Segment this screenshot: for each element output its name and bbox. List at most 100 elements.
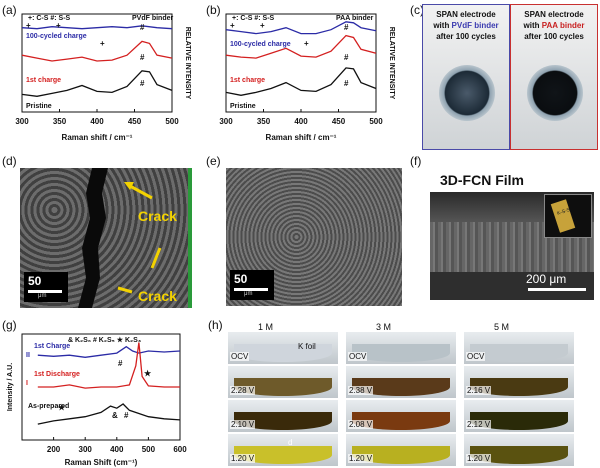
x-tick-label: 200 (47, 445, 61, 454)
peak-annotation: # (140, 79, 145, 88)
vial-photo: 1.20 V d (228, 434, 338, 466)
x-tick-label: 450 (128, 117, 142, 126)
scale-unit-e: μm (244, 291, 253, 297)
pvdf-electrode-frame: SPAN electrode with PVdF binder after 10… (422, 4, 510, 150)
c-left-line1: SPAN electrode (436, 10, 496, 19)
peak-annotation: ★ (58, 403, 66, 412)
panel-label-c: (c) (410, 3, 424, 17)
x-axis-label: Raman shift / cm⁻¹ (266, 133, 337, 142)
sem-image-cracked: Crack Crack 50 μm (20, 168, 192, 308)
series-label: 1st charge (230, 77, 265, 84)
electrolyte-liquid (352, 412, 450, 430)
x-axis-label: Raman Shift (cm⁻¹) (65, 458, 138, 467)
scale-box-d: 50 μm (24, 272, 68, 302)
voltage-label: OCV (230, 352, 250, 361)
electrolyte-liquid (470, 344, 568, 362)
film-title: 3D-FCN Film (440, 172, 524, 188)
film-base (430, 272, 594, 300)
scale-bar-d (28, 290, 62, 293)
y-axis-label: RELATIVE INTENSITY (388, 27, 395, 100)
series-label: As-prepared (28, 403, 69, 410)
vial-photo: OCV (464, 332, 574, 364)
paa-electrode-disc (527, 65, 583, 121)
film-sem-image: K-S-S 200 μm (430, 192, 594, 300)
electrolyte-liquid (234, 378, 332, 396)
c-right-line2: with PAA binder (523, 21, 585, 30)
concentration-header: 1 M (258, 322, 274, 332)
vial-photo: OCV K foil (228, 332, 338, 364)
voltage-label: 2.08 V (348, 420, 374, 429)
electrolyte-liquid (352, 344, 450, 362)
x-tick-label: 400 (110, 445, 124, 454)
crack-arrow-3 (117, 286, 133, 294)
legend-text: +: C-S #: S-S (28, 15, 71, 22)
sem-image-smooth: 50 μm (226, 168, 402, 306)
x-tick-label: 400 (294, 117, 308, 126)
peak-annotation: + (230, 21, 235, 30)
x-tick-label: 500 (369, 117, 383, 126)
c-left-line2: with PVdF binder (433, 21, 499, 30)
k-foil-label: K foil (298, 342, 316, 351)
scale-value-e: 50 (234, 272, 248, 286)
peak-annotation: # (140, 23, 145, 32)
crack-label-2: Crack (138, 288, 177, 304)
panel-label-g: (g) (2, 318, 17, 332)
inset-gold-film (550, 199, 576, 233)
edge-strip (188, 168, 192, 308)
crack-arrow-2 (150, 247, 162, 269)
concentration-header: 5 M (494, 322, 510, 332)
x-tick-label: 350 (53, 117, 67, 126)
legend-text: +: C-S #: S-S (232, 15, 275, 22)
peak-annotation: # (124, 411, 129, 420)
series-label: 100-cycled charge (26, 33, 87, 40)
film-scale-bar (528, 288, 586, 291)
scale-value-d: 50 (28, 274, 42, 288)
scale-bar-e (234, 288, 268, 291)
vial-photo: OCV (346, 332, 456, 364)
series-line (21, 70, 173, 97)
concentration-header: 3 M (376, 322, 392, 332)
voltage-label: 2.38 V (348, 386, 374, 395)
electrolyte-liquid (352, 378, 450, 396)
scale-box-e: 50 μm (230, 270, 274, 300)
binder-label: PAA binder (336, 15, 374, 22)
electrolyte-liquid (470, 378, 568, 396)
vial-photo: 2.16 V (464, 366, 574, 398)
voltage-label: 2.16 V (466, 386, 492, 395)
electrolyte-liquid (234, 412, 332, 430)
c-right-highlight: PAA binder (541, 21, 585, 30)
raman-chart-a: +: C-S #: S-S PVdF binder 300 350 400 450 500 R… (15, 13, 191, 142)
voltage-label: 1.20 V (230, 454, 256, 463)
x-tick-label: 300 (79, 445, 93, 454)
plot-frame (225, 13, 377, 113)
series-line (37, 342, 180, 389)
panel-label-b: (b) (206, 3, 221, 17)
peak-annotation: # (344, 79, 349, 88)
panel-label-a: (a) (2, 3, 17, 17)
series-label: Pristine (230, 103, 256, 110)
series-label: 1st Discharge (34, 371, 80, 378)
x-tick-label: 300 (15, 117, 29, 126)
peak-annotation: + (260, 21, 265, 30)
peak-annotation: ★ (144, 369, 152, 378)
x-axis-label: Raman shift / cm⁻¹ (62, 133, 133, 142)
voltage-label: 2.12 V (466, 420, 492, 429)
voltage-label: OCV (348, 352, 368, 361)
crack-label-1: Crack (138, 208, 177, 224)
voltage-label: OCV (466, 352, 486, 361)
electrolyte-liquid (234, 344, 332, 362)
vial-photo: 2.12 V (464, 400, 574, 432)
plot-frame (21, 13, 173, 113)
y-axis-label: RELATIVE INTENSITY (184, 27, 191, 100)
series-line (225, 34, 377, 59)
panel-label-e: (e) (206, 154, 221, 168)
peak-annotation: + (56, 21, 61, 30)
raman-chart-b: +: C-S #: S-S PAA binder 300 350 400 450 500 Ra… (219, 13, 395, 142)
electrolyte-liquid (352, 446, 450, 464)
vial-photo: 2.08 V (346, 400, 456, 432)
electrolyte-liquid (234, 446, 332, 464)
series-line (37, 403, 181, 425)
x-tick-label: 500 (142, 445, 156, 454)
series-line (21, 25, 173, 30)
x-tick-label: 600 (173, 445, 187, 454)
